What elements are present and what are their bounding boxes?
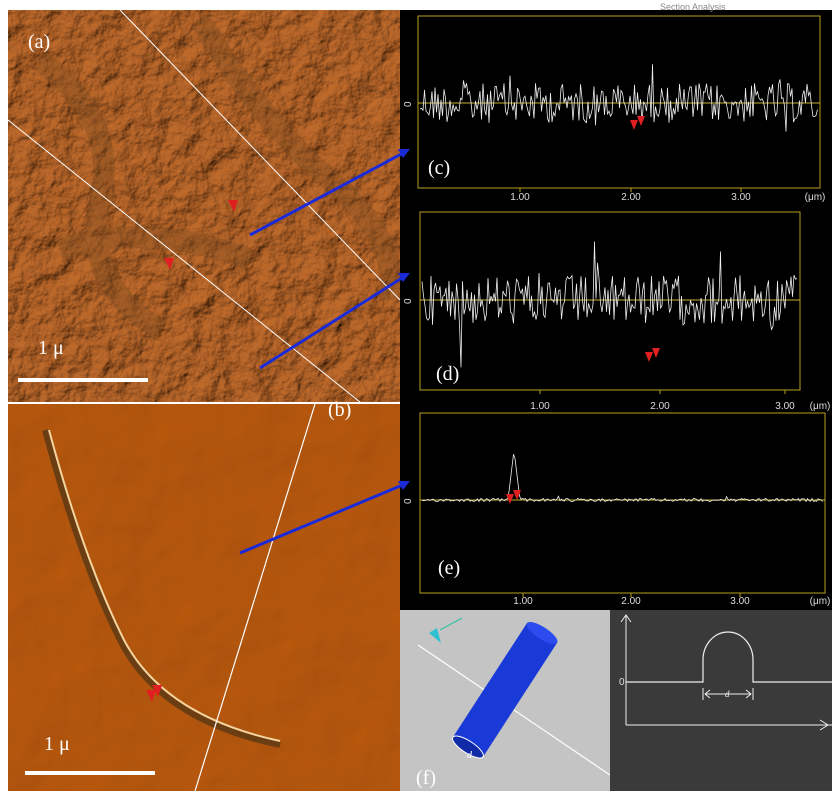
unit-label: (μm) bbox=[805, 192, 826, 203]
panel-label: (a) bbox=[28, 31, 50, 53]
scale-label: 1 μ bbox=[44, 733, 70, 755]
tick-label: 3.00 bbox=[775, 401, 795, 412]
figure: (a) 1 μ (b) 1 μ Section Analysis 1.00 2.0… bbox=[0, 0, 832, 791]
schematic-view bbox=[610, 610, 832, 791]
panel-label: (e) bbox=[438, 557, 460, 579]
panel-label: (f) bbox=[416, 767, 436, 789]
panel-label: (b) bbox=[328, 399, 351, 421]
tick-label: 1.00 bbox=[530, 401, 550, 412]
tick-label: 3.00 bbox=[730, 596, 750, 607]
afm-image-a bbox=[8, 10, 400, 402]
unit-label: (μm) bbox=[810, 401, 831, 412]
tick-label: 3.00 bbox=[731, 192, 751, 203]
panel-label: (c) bbox=[428, 157, 450, 179]
zero-label: 0 bbox=[403, 298, 414, 304]
scale-label: 1 μ bbox=[38, 337, 64, 359]
zero-label: 0 bbox=[403, 101, 414, 107]
width-label: d bbox=[725, 689, 730, 699]
zero-label: 0 bbox=[403, 498, 414, 504]
tick-label: 2.00 bbox=[621, 596, 641, 607]
header: Section Analysis bbox=[660, 2, 726, 12]
tick-label: 1.00 bbox=[510, 192, 530, 203]
tick-label: 2.00 bbox=[650, 401, 670, 412]
tick-label: 2.00 bbox=[621, 192, 641, 203]
unit-label: (μm) bbox=[810, 596, 831, 607]
panel-label: (d) bbox=[436, 363, 459, 385]
tick-label: 1.00 bbox=[513, 596, 533, 607]
zero-label: 0 bbox=[619, 677, 625, 688]
